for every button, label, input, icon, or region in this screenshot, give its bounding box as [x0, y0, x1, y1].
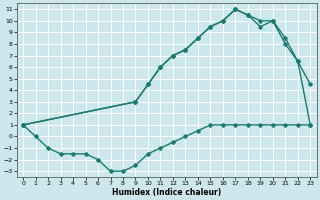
X-axis label: Humidex (Indice chaleur): Humidex (Indice chaleur)	[112, 188, 221, 197]
